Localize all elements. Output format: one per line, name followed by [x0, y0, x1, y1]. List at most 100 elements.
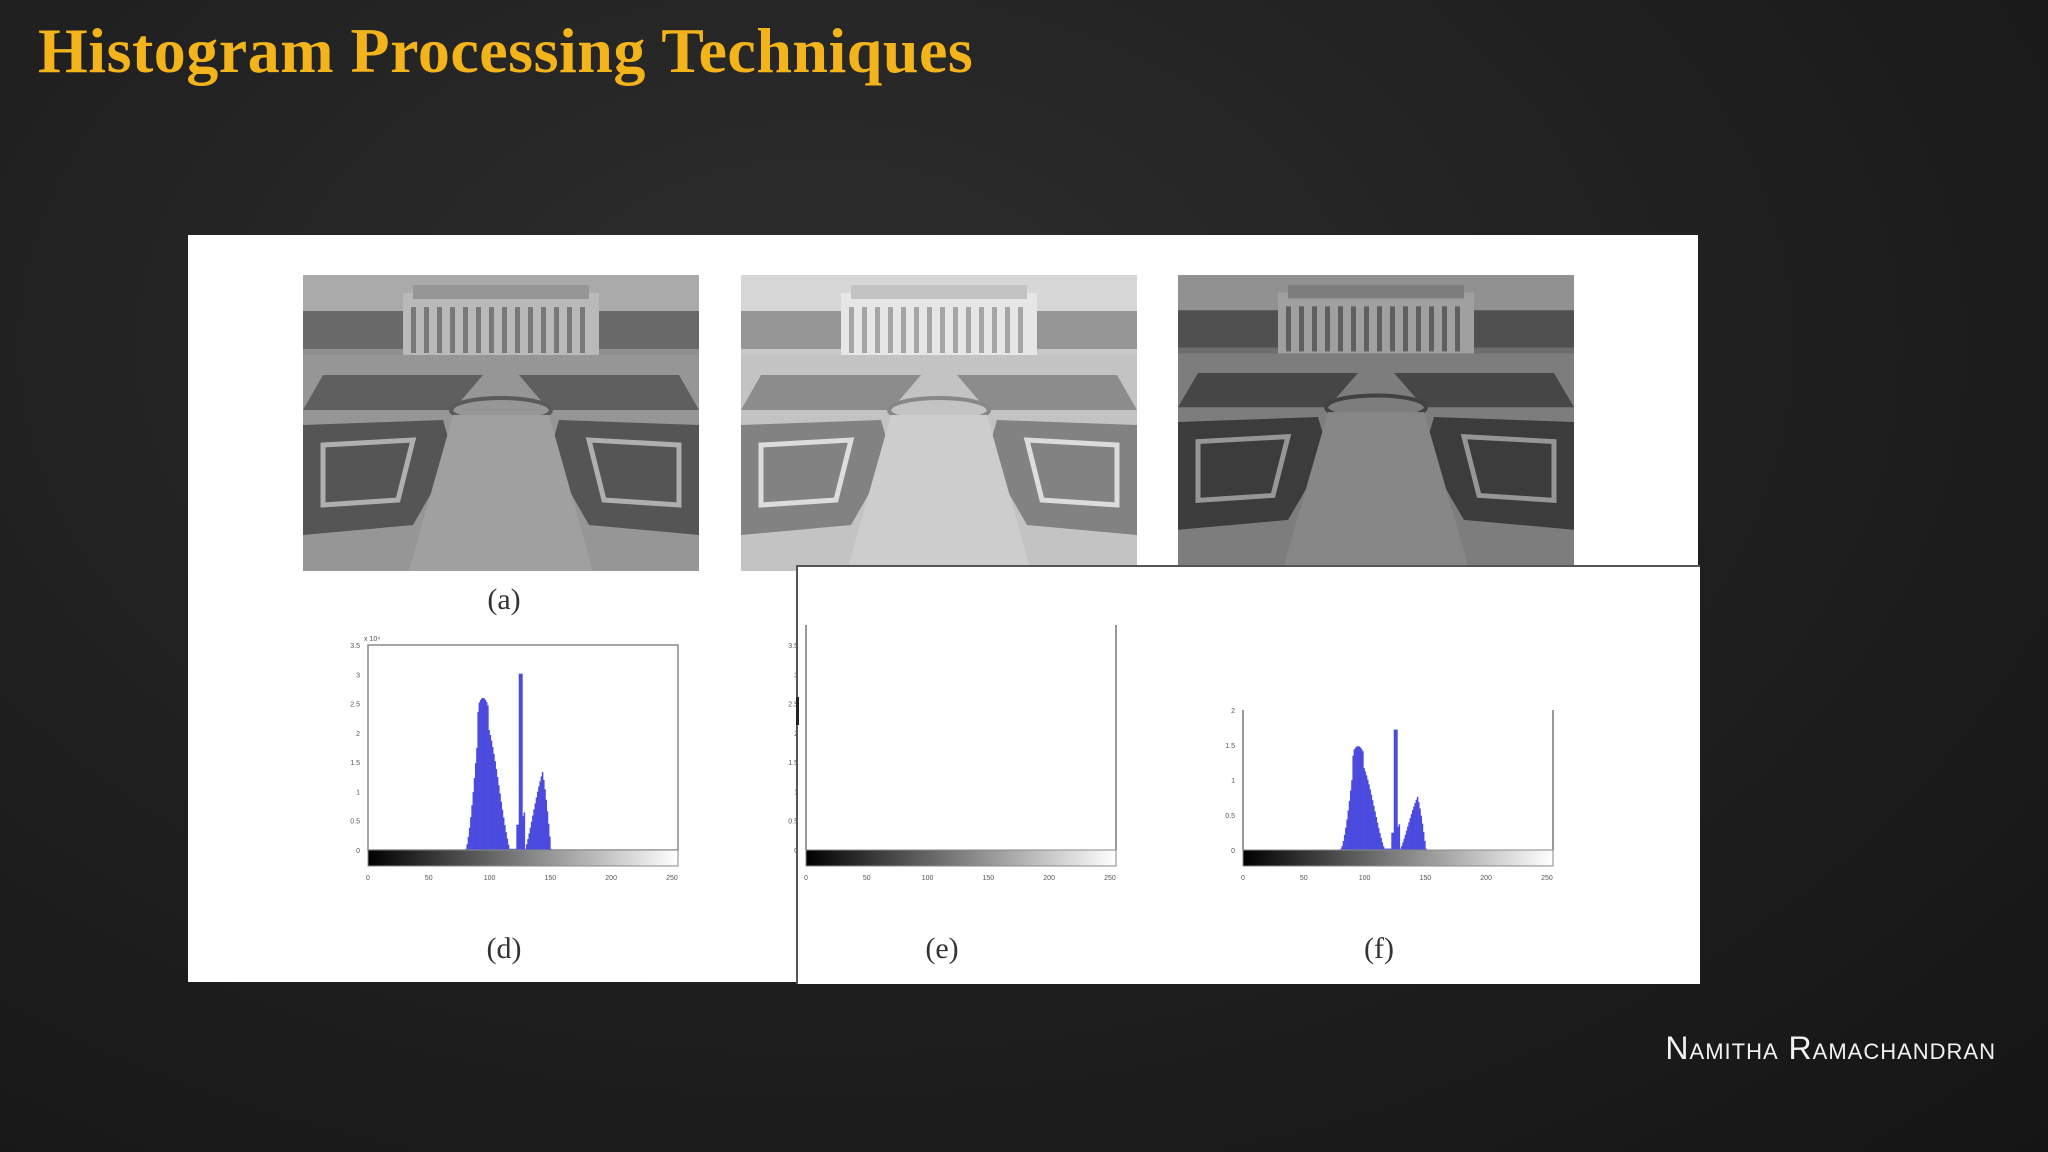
author-name: Namitha Ramachandran	[1665, 1030, 1996, 1066]
histogram-bar	[538, 786, 540, 850]
histogram-f-visible: 0 0.5 1 1.5 2 0 50 100 150 200 250	[1203, 625, 1563, 885]
histogram-plot: 0 50 100 150 200 250	[804, 625, 1117, 882]
histogram-bar	[505, 832, 507, 850]
y-tick-label: 0.5	[788, 819, 798, 826]
histogram-bar	[1394, 729, 1397, 850]
histogram-bar	[1401, 846, 1403, 850]
y-tick-label: 1	[356, 789, 360, 796]
garden-scene	[303, 275, 699, 571]
histogram-bar	[495, 769, 498, 850]
histogram-bar	[539, 781, 541, 850]
histogram-bar	[550, 848, 552, 850]
histogram-bar	[488, 730, 490, 850]
histogram-bar	[1408, 822, 1410, 850]
histogram-bar	[517, 824, 520, 850]
y-tick-label: 1	[1231, 778, 1235, 785]
histogram-bar	[543, 779, 545, 850]
histogram-bar	[1403, 838, 1405, 850]
histogram-bar	[476, 747, 478, 850]
x-tick-label: 0	[1241, 875, 1245, 882]
histogram-bar	[1360, 749, 1363, 850]
histogram-bar	[1346, 819, 1348, 850]
histogram-plot: 0 0.5 1 1.5 2 2.5 3 3.5 x 10⁴ 0 50 100 150 200 250	[350, 636, 679, 882]
histogram-bar	[470, 817, 472, 850]
y-tick-label: 1.5	[350, 760, 360, 767]
histogram-bar	[511, 848, 513, 850]
x-tick-label: 50	[1300, 875, 1308, 882]
histogram-bar	[1354, 747, 1357, 850]
histogram-bar	[1380, 837, 1382, 850]
histogram-bar	[1397, 826, 1399, 850]
histogram-bar	[493, 753, 495, 850]
histogram-bar	[1425, 848, 1427, 850]
histogram-bar	[500, 801, 503, 850]
text-cursor	[796, 697, 799, 725]
histogram-bar	[547, 823, 550, 850]
garden-photo-light	[741, 275, 1137, 571]
histogram-bar	[499, 793, 501, 850]
histogram-bar	[533, 809, 535, 850]
histogram-bar	[1407, 826, 1409, 850]
x-tick-label: 250	[1104, 875, 1116, 882]
histogram-bar	[516, 824, 518, 850]
histogram-bar	[1369, 789, 1371, 850]
y-tick-label: 0.5	[350, 819, 360, 826]
histogram-bar	[1358, 746, 1361, 850]
x-tick-label: 100	[1359, 875, 1371, 882]
histogram-bar	[1341, 846, 1343, 850]
histogram-bar	[489, 735, 492, 850]
histogram-bar	[472, 792, 475, 850]
histogram-bar	[1404, 834, 1407, 850]
garden-photo-normal	[303, 275, 699, 571]
histogram-bar	[541, 772, 544, 850]
histogram-bar	[1405, 830, 1408, 850]
y-multiplier-label: x 10⁴	[364, 636, 380, 643]
histogram-bar	[549, 836, 551, 850]
histogram-bar	[1384, 848, 1386, 850]
y-tick-label: 1.5	[788, 760, 798, 767]
histogram-bar	[1409, 818, 1412, 850]
y-tick-label: 2.5	[788, 702, 798, 709]
caption-a: (a)	[487, 583, 521, 616]
x-tick-label: 50	[863, 875, 871, 882]
histogram-bar	[1411, 810, 1414, 850]
x-tick-label: 150	[983, 875, 995, 882]
x-tick-label: 0	[366, 875, 370, 882]
histogram-bar	[527, 839, 529, 850]
histogram-bar	[474, 763, 477, 850]
histogram-bar	[1390, 848, 1392, 850]
histogram-bar	[522, 816, 524, 850]
histogram-bar	[524, 848, 527, 850]
histogram-bar	[534, 803, 537, 850]
histogram-bar	[1373, 805, 1375, 850]
histogram-bar	[536, 791, 539, 850]
histogram-bar	[1356, 746, 1358, 850]
x-tick-label: 250	[666, 875, 678, 882]
histogram-bar	[1367, 779, 1369, 850]
x-tick-label: 0	[804, 875, 808, 882]
histogram-bar	[473, 777, 476, 850]
slide-title: Histogram Processing Techniques	[38, 15, 974, 86]
histogram-bar	[492, 747, 494, 850]
histogram-bar	[1386, 848, 1388, 850]
histogram-bar	[507, 844, 510, 850]
x-tick-label: 250	[1541, 875, 1553, 882]
x-tick-label: 100	[484, 875, 496, 882]
histogram-bar	[1393, 729, 1396, 850]
histogram-bar	[529, 827, 532, 850]
histogram-bar	[1398, 824, 1401, 850]
histogram-bar	[512, 848, 515, 850]
histogram-bar	[1353, 749, 1356, 850]
histogram-bar	[468, 827, 471, 850]
histogram-bar	[501, 809, 504, 850]
histogram-bar	[519, 673, 522, 850]
histogram-bar	[1410, 814, 1413, 850]
histogram-bar	[481, 698, 483, 850]
histogram-bar	[523, 812, 526, 850]
histogram-bar	[484, 699, 487, 850]
y-tick-label: 0	[1231, 848, 1235, 855]
histogram-bar	[1363, 768, 1365, 850]
histogram-bar	[521, 673, 523, 850]
histogram-bar	[1416, 796, 1419, 850]
histogram-bar	[1374, 811, 1376, 850]
